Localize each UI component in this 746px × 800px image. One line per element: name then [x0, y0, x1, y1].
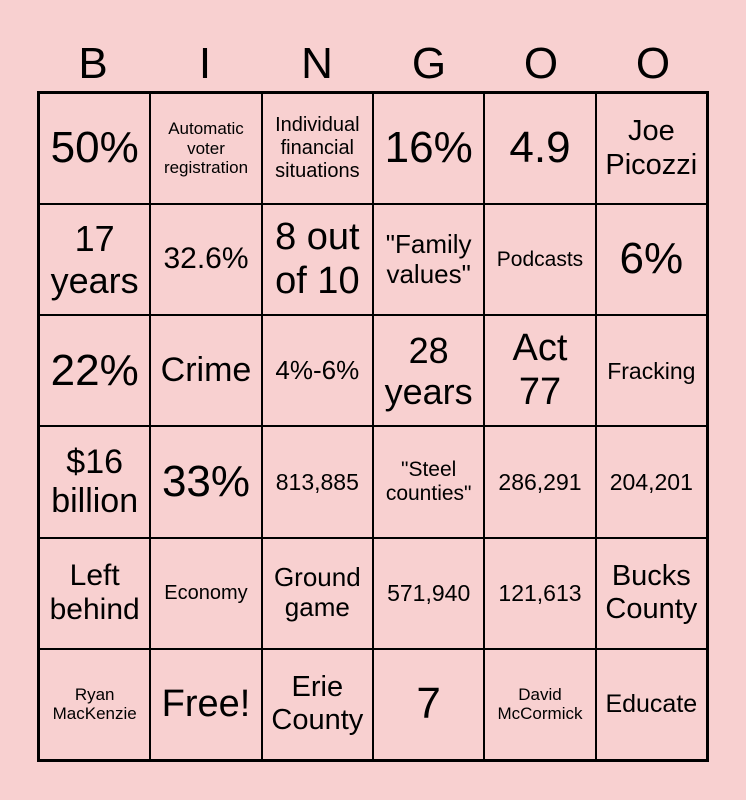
- bingo-cell[interactable]: 16%: [373, 93, 485, 205]
- bingo-cell[interactable]: 286,291: [484, 426, 596, 538]
- bingo-cell[interactable]: Joe Picozzi: [595, 93, 707, 205]
- bingo-cell[interactable]: David McCormick: [484, 648, 596, 760]
- bingo-cell[interactable]: Automatic voter registration: [150, 93, 262, 205]
- bingo-cell[interactable]: 4%-6%: [261, 315, 373, 427]
- bingo-cell[interactable]: Individual financial situations: [261, 93, 373, 205]
- bingo-cell[interactable]: 17 years: [39, 204, 151, 316]
- bingo-cell[interactable]: Podcasts: [484, 204, 596, 316]
- bingo-cell[interactable]: "Steel counties": [373, 426, 485, 538]
- bingo-cell[interactable]: 121,613: [484, 537, 596, 649]
- header-letter: O: [523, 39, 559, 88]
- bingo-cell[interactable]: 204,201: [595, 426, 707, 538]
- bingo-cell[interactable]: 32.6%: [150, 204, 262, 316]
- bingo-cell[interactable]: Fracking: [595, 315, 707, 427]
- bingo-cell[interactable]: Ryan MacKenzie: [39, 648, 151, 760]
- bingo-cell[interactable]: 6%: [595, 204, 707, 316]
- bingo-cell[interactable]: 33%: [150, 426, 262, 538]
- header-letter: B: [78, 39, 108, 88]
- header-letter: I: [198, 39, 212, 88]
- bingo-cell[interactable]: $16 billion: [39, 426, 151, 538]
- bingo-cell[interactable]: 8 out of 10: [261, 204, 373, 316]
- bingo-cell[interactable]: Educate: [595, 648, 707, 760]
- bingo-cell[interactable]: Crime: [150, 315, 262, 427]
- bingo-cell[interactable]: Erie County: [261, 648, 373, 760]
- bingo-cell[interactable]: 28 years: [373, 315, 485, 427]
- bingo-cell[interactable]: 813,885: [261, 426, 373, 538]
- bingo-cell[interactable]: Act 77: [484, 315, 596, 427]
- bingo-cell[interactable]: Left behind: [39, 537, 151, 649]
- bingo-cell[interactable]: 4.9: [484, 93, 596, 205]
- bingo-cell[interactable]: Ground game: [261, 537, 373, 649]
- bingo-cell[interactable]: 22%: [39, 315, 151, 427]
- bingo-cell[interactable]: 50%: [39, 93, 151, 205]
- bingo-grid: 50% Automatic voter registration Individ…: [37, 91, 709, 762]
- bingo-header: B I N G O O: [37, 38, 709, 90]
- bingo-cell[interactable]: Bucks County: [595, 537, 707, 649]
- header-letter: G: [411, 39, 447, 88]
- bingo-free-cell[interactable]: Free!: [150, 648, 262, 760]
- bingo-cell[interactable]: "Family values": [373, 204, 485, 316]
- header-letter: O: [635, 39, 671, 88]
- header-letter: N: [301, 39, 333, 88]
- bingo-cell[interactable]: 7: [373, 648, 485, 760]
- bingo-cell[interactable]: Economy: [150, 537, 262, 649]
- bingo-cell[interactable]: 571,940: [373, 537, 485, 649]
